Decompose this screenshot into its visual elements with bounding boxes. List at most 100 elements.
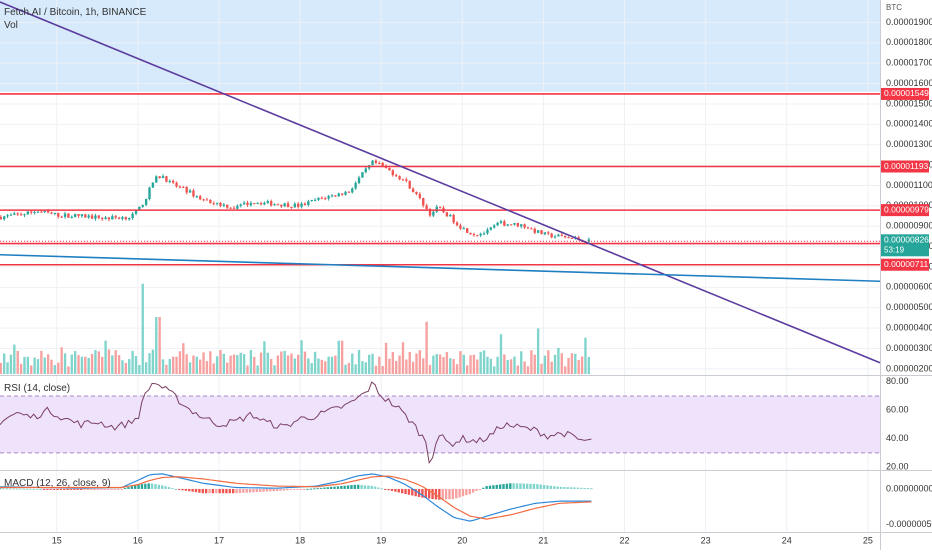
candle — [398, 176, 401, 180]
candle — [327, 196, 330, 199]
volume-bar — [192, 355, 195, 374]
candle — [482, 233, 486, 235]
candle — [516, 223, 520, 227]
volume-bar — [286, 355, 290, 374]
candle — [347, 191, 351, 193]
macd-histogram-bar — [140, 484, 144, 489]
macd-histogram-bar — [73, 488, 76, 490]
volume-label[interactable]: Vol — [4, 20, 18, 31]
candle — [422, 197, 425, 206]
symbol-title[interactable]: Fetch.AI / Bitcoin, 1h, BINANCE — [4, 7, 147, 18]
candle — [121, 217, 124, 219]
candle — [77, 214, 80, 216]
volume-bar — [155, 317, 158, 374]
volume-bar — [378, 356, 381, 374]
macd-histogram-bar — [181, 488, 184, 491]
candle — [266, 201, 269, 203]
volume-bar — [472, 354, 476, 374]
candle — [560, 234, 563, 236]
candle — [222, 204, 226, 206]
volume-bar — [455, 364, 459, 374]
rsi-title[interactable]: RSI (14, close) — [4, 383, 71, 394]
candle — [540, 230, 543, 235]
price-tick-label: 0.00001600 — [886, 78, 932, 88]
volume-bar — [195, 356, 198, 374]
time-tick-label: 15 — [52, 535, 62, 545]
macd-histogram-bar — [0, 488, 2, 490]
time-tick-label: 22 — [620, 535, 630, 545]
macd-histogram-bar — [505, 483, 509, 489]
volume-bar — [114, 350, 117, 374]
price-tick-label: 0.00001300 — [886, 139, 932, 149]
volume-bar — [67, 366, 70, 374]
volume-bar — [330, 356, 334, 374]
volume-bar — [560, 353, 563, 374]
volume-bar — [128, 359, 131, 374]
volume-bar — [506, 360, 509, 374]
candle — [128, 218, 131, 220]
candle — [236, 205, 239, 209]
macd-histogram-bar — [404, 488, 407, 494]
volume-bar — [13, 344, 16, 374]
volume-bar — [131, 350, 134, 374]
volume-bar — [550, 361, 553, 374]
macd-title[interactable]: MACD (12, 26, close, 9) — [4, 478, 111, 489]
volume-bar — [104, 340, 107, 374]
volume-bar — [340, 340, 344, 374]
volume-bar — [435, 354, 438, 374]
candle — [70, 216, 73, 218]
candle — [435, 206, 438, 212]
candle — [330, 195, 334, 197]
candle — [411, 188, 415, 193]
candle — [259, 203, 263, 205]
candle — [13, 213, 16, 215]
macd-histogram-bar — [275, 488, 279, 491]
volume-bar — [121, 360, 124, 374]
volume-bar — [16, 350, 19, 374]
volume-bar — [428, 364, 432, 374]
candle — [499, 221, 503, 223]
volume-bar — [290, 353, 293, 374]
price-tick-label: 0.00000200 — [886, 363, 932, 373]
candle — [297, 203, 300, 207]
volume-bar — [462, 354, 465, 374]
candle — [371, 160, 374, 166]
candle — [168, 180, 171, 182]
volume-bar — [249, 350, 253, 374]
volume-bar — [205, 361, 209, 374]
level-price-tag — [881, 87, 929, 100]
volume-bar — [513, 356, 516, 374]
macd-histogram-bar — [546, 485, 549, 489]
macd-histogram-bar — [583, 487, 586, 489]
macd-histogram-bar — [367, 485, 370, 489]
candle — [249, 203, 253, 205]
time-tick-label: 18 — [295, 535, 305, 545]
price-tick-label: 0.00000900 — [886, 221, 932, 231]
macd-histogram-bar — [150, 483, 154, 489]
macd-histogram-bar — [194, 488, 198, 493]
candle — [151, 182, 155, 188]
volume-bar — [168, 358, 171, 374]
candle — [43, 210, 46, 212]
macd-histogram-bar — [586, 488, 590, 490]
candle — [286, 203, 290, 208]
macd-histogram-bar — [309, 488, 313, 490]
price-tick-label: 0.00000400 — [886, 323, 932, 333]
volume-bar — [273, 365, 276, 374]
macd-histogram-bar — [566, 487, 569, 489]
macd-histogram-bar — [35, 488, 39, 490]
macd-histogram-bar — [228, 488, 231, 494]
macd-histogram-bar — [556, 486, 559, 489]
macd-histogram-bar — [86, 488, 90, 490]
volume-bar — [536, 328, 540, 374]
volume-bar — [283, 350, 286, 374]
volume-bar — [124, 362, 128, 374]
macd-histogram-bar — [448, 488, 451, 500]
volume-bar — [256, 365, 259, 374]
volume-bar — [547, 350, 550, 374]
main-legend: Fetch.AI / Bitcoin, 1h, BINANCE Vol — [4, 6, 146, 32]
macd-histogram-bar — [431, 488, 434, 499]
candle — [94, 215, 97, 219]
